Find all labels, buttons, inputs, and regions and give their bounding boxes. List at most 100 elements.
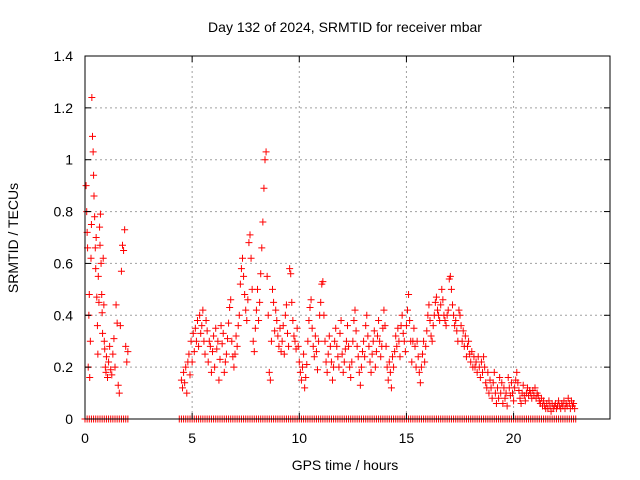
data-point: [307, 296, 315, 304]
data-point: [339, 368, 347, 376]
data-point: [408, 358, 416, 366]
data-point: [484, 368, 492, 376]
data-point: [215, 376, 223, 384]
data-point: [451, 322, 459, 330]
data-point: [102, 368, 110, 376]
data-point: [370, 327, 378, 335]
data-point: [202, 316, 210, 324]
data-point: [392, 332, 400, 340]
data-point: [441, 316, 449, 324]
data-point: [220, 368, 228, 376]
data-point: [89, 132, 96, 140]
data-point: [189, 329, 197, 337]
data-point: [317, 298, 325, 306]
data-point: [402, 322, 410, 330]
data-point: [89, 148, 97, 156]
data-point: [299, 363, 306, 371]
data-point: [294, 342, 302, 350]
data-point: [332, 324, 340, 332]
data-point: [481, 363, 489, 371]
data-point: [124, 348, 132, 356]
data-point: [108, 371, 116, 379]
data-point: [359, 348, 366, 356]
data-point: [191, 324, 199, 332]
data-point: [333, 342, 341, 350]
axis-ticks: [84, 55, 610, 420]
y-tick-label: 0: [65, 411, 73, 427]
data-point: [214, 337, 222, 345]
data-point: [247, 254, 255, 262]
data-point: [249, 337, 257, 345]
data-point: [262, 148, 270, 156]
data-point: [468, 348, 476, 356]
data-point: [221, 358, 229, 366]
data-point: [279, 322, 287, 330]
data-point: [285, 342, 293, 350]
x-tick-label: 5: [188, 430, 196, 446]
data-point: [192, 337, 200, 345]
data-point: [496, 374, 504, 382]
data-point: [195, 342, 203, 350]
data-point: [190, 348, 198, 356]
data-point: [429, 322, 437, 330]
data-point: [385, 358, 393, 366]
data-point: [503, 402, 511, 410]
data-point: [209, 348, 216, 356]
data-point: [327, 358, 335, 366]
data-point: [85, 291, 93, 299]
data-point: [99, 254, 107, 262]
data-point: [186, 371, 194, 379]
data-point: [366, 358, 374, 366]
data-point: [350, 316, 358, 324]
data-point: [421, 358, 429, 366]
data-point: [244, 296, 252, 304]
data-point: [287, 270, 295, 278]
data-point: [99, 329, 107, 337]
data-point: [360, 337, 368, 345]
data-point: [101, 345, 109, 353]
data-point: [517, 399, 525, 407]
data-point: [342, 337, 350, 345]
data-point: [499, 399, 507, 407]
data-point: [121, 226, 129, 234]
data-point: [447, 285, 455, 293]
data-point: [217, 322, 225, 330]
data-point: [367, 368, 375, 376]
data-point: [256, 298, 264, 306]
data-point: [91, 213, 99, 221]
data-point: [219, 329, 227, 337]
data-point: [380, 306, 388, 314]
data-point: [304, 337, 312, 345]
data-point: [329, 376, 336, 384]
data-point: [387, 384, 395, 392]
data-point: [263, 272, 271, 280]
data-point: [310, 353, 318, 361]
data-point: [87, 221, 95, 229]
data-point: [90, 192, 98, 200]
data-point: [206, 342, 214, 350]
data-point: [365, 342, 373, 350]
data-point: [489, 379, 497, 387]
data-point: [100, 301, 108, 309]
data-point: [222, 350, 230, 358]
data-point: [87, 254, 95, 262]
tick-labels: 0 0.2 0.4 0.6 0.8 1 1.2 1.4 0 5 10 15 20: [54, 48, 522, 446]
data-point: [514, 379, 522, 387]
data-point: [311, 332, 319, 340]
data-point: [115, 389, 123, 397]
data-point: [476, 374, 484, 382]
data-point: [199, 306, 207, 314]
data-point: [269, 285, 276, 293]
data-point: [109, 350, 117, 358]
data-point: [198, 322, 206, 330]
data-point: [228, 337, 236, 345]
data-point: [305, 316, 313, 324]
data-point: [498, 379, 506, 387]
y-axis-title: SRMTID / TECUs: [5, 183, 21, 293]
data-point: [424, 311, 432, 319]
data-point: [344, 322, 351, 330]
data-point: [423, 327, 431, 335]
data-point: [280, 350, 288, 358]
data-point: [345, 342, 353, 350]
data-point: [349, 337, 357, 345]
